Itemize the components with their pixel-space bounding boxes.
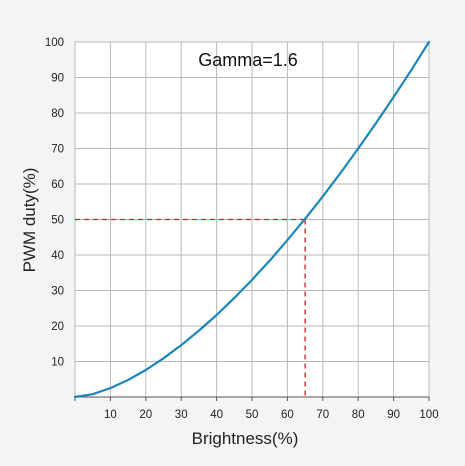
x-tick-label: 20 — [139, 409, 152, 421]
series-layer — [73, 40, 431, 399]
x-tick-label: 40 — [210, 409, 223, 421]
x-tick-label: 60 — [281, 409, 294, 421]
gamma-curve-line — [73, 40, 431, 399]
y-tick-label: 90 — [51, 73, 64, 85]
y-tick-label: 10 — [51, 357, 64, 369]
x-tick-label: 70 — [316, 409, 329, 421]
y-tick-label: 30 — [51, 286, 64, 298]
x-axis-title: Brightness(%) — [192, 429, 299, 448]
x-tick-label: 10 — [104, 409, 117, 421]
x-tick-label: 90 — [387, 409, 400, 421]
y-tick-label: 60 — [51, 179, 64, 191]
tick-labels: 10 20 30 40 50 60 70 80 90 100 10 20 30 40 50 60 70 80 90 1… — [45, 37, 439, 421]
y-tick-label: 70 — [51, 144, 64, 156]
x-tick-label: 50 — [246, 409, 259, 421]
y-tick-label: 40 — [51, 250, 64, 262]
y-tick-label: 20 — [51, 321, 64, 333]
reference-lines — [75, 218, 306, 397]
y-tick-label: 80 — [51, 108, 64, 120]
y-tick-label: 50 — [51, 215, 64, 227]
y-axis-title: PWM duty(%) — [20, 168, 39, 273]
grid — [75, 41, 430, 397]
x-tick-label: 100 — [419, 409, 438, 421]
y-tick-label: 100 — [45, 37, 64, 49]
x-tick-label: 30 — [175, 409, 188, 421]
gamma-annotation: Gamma=1.6 — [198, 50, 298, 70]
x-tick-label: 80 — [352, 409, 365, 421]
